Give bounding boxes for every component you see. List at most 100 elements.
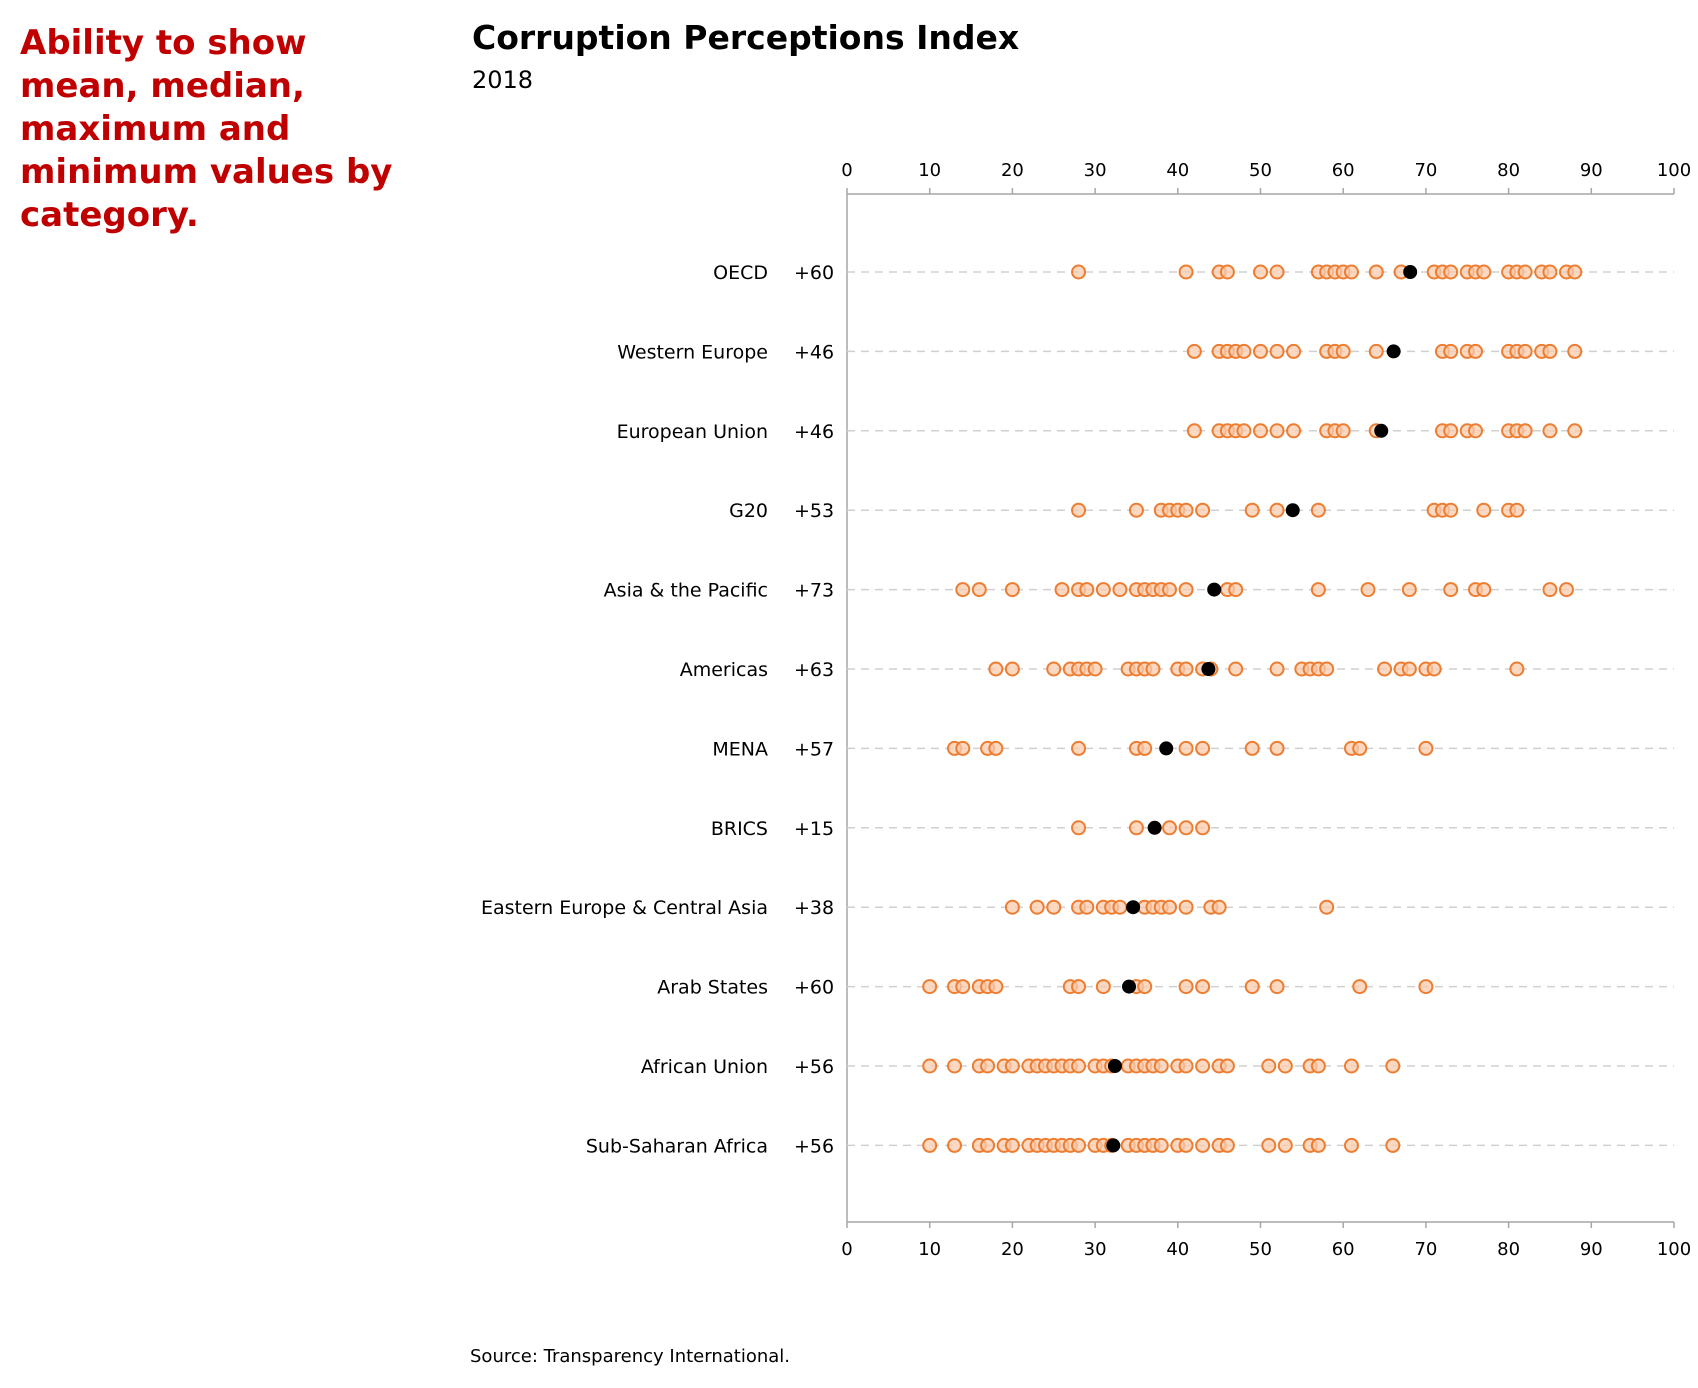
data-point bbox=[1443, 582, 1459, 598]
x-tick-label-top: 0 bbox=[841, 160, 852, 181]
data-point bbox=[1079, 582, 1095, 598]
data-point bbox=[1236, 343, 1252, 359]
data-point bbox=[1567, 264, 1583, 280]
data-point bbox=[1418, 740, 1434, 756]
data-point bbox=[1443, 502, 1459, 518]
data-point bbox=[1178, 820, 1194, 836]
data-point bbox=[1269, 979, 1285, 995]
data-point bbox=[1269, 264, 1285, 280]
data-point bbox=[1219, 1058, 1235, 1074]
x-tick-label-top: 90 bbox=[1580, 160, 1603, 181]
data-point bbox=[1377, 661, 1393, 677]
range-label: +57 bbox=[794, 738, 834, 760]
category-label: Asia & the Pacific bbox=[604, 580, 768, 602]
data-point bbox=[1186, 343, 1202, 359]
data-point bbox=[971, 582, 987, 598]
data-point bbox=[1071, 740, 1087, 756]
mean-marker bbox=[1386, 344, 1401, 359]
data-point bbox=[1071, 1137, 1087, 1153]
data-point bbox=[1087, 661, 1103, 677]
data-point bbox=[1509, 661, 1525, 677]
data-point bbox=[1046, 661, 1062, 677]
data-point bbox=[1195, 820, 1211, 836]
range-label: +60 bbox=[794, 977, 834, 999]
x-tick-label-bottom: 30 bbox=[1084, 1239, 1107, 1260]
data-point bbox=[1178, 979, 1194, 995]
data-point bbox=[1343, 1137, 1359, 1153]
data-point bbox=[1335, 423, 1351, 439]
data-point bbox=[1178, 899, 1194, 915]
data-point bbox=[1244, 979, 1260, 995]
data-point bbox=[1385, 1137, 1401, 1153]
x-tick-label-top: 30 bbox=[1084, 160, 1107, 181]
data-point bbox=[955, 740, 971, 756]
x-tick-label-bottom: 90 bbox=[1580, 1239, 1603, 1260]
range-label: +56 bbox=[794, 1135, 834, 1157]
data-point bbox=[1319, 661, 1335, 677]
data-point bbox=[1517, 264, 1533, 280]
data-point bbox=[1219, 1137, 1235, 1153]
data-point bbox=[1310, 1058, 1326, 1074]
category-label: Americas bbox=[680, 659, 768, 681]
data-point bbox=[1004, 1137, 1020, 1153]
x-tick-label-bottom: 70 bbox=[1414, 1239, 1437, 1260]
data-point bbox=[1153, 1137, 1169, 1153]
data-point bbox=[1095, 582, 1111, 598]
data-point bbox=[955, 979, 971, 995]
data-point bbox=[1253, 343, 1268, 359]
category-label: Western Europe bbox=[617, 341, 768, 363]
data-point bbox=[1178, 582, 1194, 598]
mean-marker bbox=[1122, 979, 1137, 994]
data-point bbox=[1054, 582, 1070, 598]
x-tick-label-top: 10 bbox=[918, 160, 941, 181]
data-point bbox=[1071, 979, 1087, 995]
data-point bbox=[1128, 502, 1144, 518]
data-point bbox=[955, 582, 971, 598]
data-point bbox=[1426, 661, 1442, 677]
data-point bbox=[1253, 423, 1268, 439]
data-point bbox=[1004, 661, 1020, 677]
data-point bbox=[1567, 343, 1583, 359]
data-point bbox=[1128, 820, 1144, 836]
chart-title: Corruption Perceptions Index bbox=[472, 18, 1020, 57]
data-point bbox=[1112, 899, 1128, 915]
data-point bbox=[1236, 423, 1252, 439]
data-point bbox=[1046, 899, 1062, 915]
x-tick-label-bottom: 10 bbox=[918, 1239, 941, 1260]
x-tick-label-top: 100 bbox=[1657, 160, 1691, 181]
data-point bbox=[1542, 343, 1558, 359]
data-point bbox=[1162, 582, 1178, 598]
range-label: +73 bbox=[794, 580, 834, 602]
data-point bbox=[1269, 343, 1285, 359]
x-tick-label-bottom: 60 bbox=[1332, 1239, 1355, 1260]
data-point bbox=[1195, 1137, 1211, 1153]
data-point bbox=[1228, 661, 1244, 677]
x-tick-label-bottom: 0 bbox=[841, 1239, 852, 1260]
x-tick-label-top: 70 bbox=[1414, 160, 1437, 181]
x-tick-label-bottom: 50 bbox=[1249, 1239, 1272, 1260]
range-label: +38 bbox=[794, 897, 834, 919]
data-point bbox=[1476, 502, 1492, 518]
data-point bbox=[947, 1058, 963, 1074]
data-point bbox=[1343, 1058, 1359, 1074]
data-point bbox=[1368, 264, 1384, 280]
category-label: Arab States bbox=[657, 977, 768, 999]
data-point bbox=[1468, 423, 1484, 439]
data-point bbox=[988, 661, 1004, 677]
callout-text: Ability to show mean, median, maximum an… bbox=[20, 23, 393, 235]
x-tick-label-top: 40 bbox=[1166, 160, 1189, 181]
category-label: Eastern Europe & Central Asia bbox=[481, 897, 768, 919]
data-point bbox=[1269, 423, 1285, 439]
data-point bbox=[1112, 582, 1128, 598]
data-point bbox=[1178, 1058, 1194, 1074]
data-point bbox=[1195, 740, 1211, 756]
mean-marker bbox=[1374, 423, 1389, 438]
data-point bbox=[1079, 899, 1095, 915]
x-tick-label-bottom: 40 bbox=[1166, 1239, 1189, 1260]
category-label: African Union bbox=[641, 1056, 768, 1078]
data-point bbox=[1335, 343, 1351, 359]
data-point bbox=[1195, 979, 1211, 995]
data-point bbox=[1286, 423, 1302, 439]
data-point bbox=[980, 1058, 996, 1074]
